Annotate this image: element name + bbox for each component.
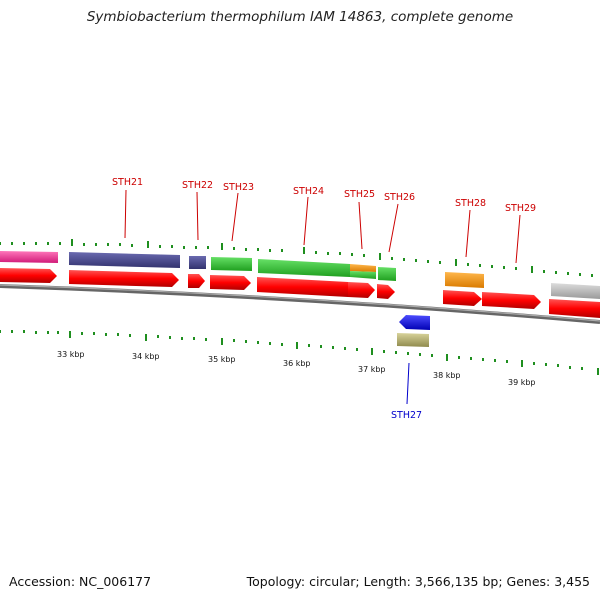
cds-arrow-sth28[interactable] — [443, 290, 482, 306]
cds-arrow-sth25[interactable] — [348, 282, 375, 298]
kbp-label-35: 35 kbp — [208, 355, 236, 364]
cds-arrow-sth27[interactable] — [399, 315, 430, 330]
gene-label-sth22[interactable]: STH22 — [182, 180, 213, 191]
gene-block-green-sth24[interactable] — [258, 259, 350, 277]
kbp-label-37: 37 kbp — [358, 365, 386, 374]
kbp-label-38: 38 kbp — [433, 371, 461, 380]
upper-tick-arc — [0, 239, 593, 277]
gene-block-green-sth23[interactable] — [211, 257, 252, 271]
gene-label-sth27[interactable]: STH27 — [391, 410, 422, 421]
reverse-feature-row — [397, 315, 430, 347]
cds-arrow-sth26[interactable] — [377, 284, 395, 299]
cds-arrow-1[interactable] — [0, 268, 57, 283]
cds-arrow-sth21[interactable] — [69, 270, 179, 287]
gene-label-sth26[interactable]: STH26 — [384, 192, 415, 203]
gene-leader-lines — [124, 189, 521, 405]
kbp-label-33: 33 kbp — [57, 350, 85, 359]
cds-arrow-sth23[interactable] — [210, 275, 251, 290]
gene-label-sth29[interactable]: STH29 — [505, 203, 536, 214]
genome-backbone — [0, 284, 600, 324]
accession-text: Accession: NC_006177 — [9, 574, 152, 589]
kbp-label-39: 39 kbp — [508, 378, 536, 387]
gene-block-orange-sth28[interactable] — [445, 272, 484, 288]
gene-block-orange-sth25[interactable] — [350, 264, 376, 272]
gene-block-slate-sth21[interactable] — [69, 252, 180, 268]
cds-arrow-last[interactable] — [549, 299, 600, 318]
kbp-scale: 33 kbp 34 kbp 35 kbp 36 kbp 37 kbp 38 kb… — [57, 350, 536, 387]
lower-tick-arc — [0, 330, 599, 375]
gene-block-green-sth26[interactable] — [378, 267, 396, 281]
gene-labels: STH21 STH22 STH23 STH24 STH25 STH26 STH2… — [112, 177, 536, 421]
cds-arrow-sth29[interactable] — [482, 292, 541, 309]
genome-summary-text: Topology: circular; Length: 3,566,135 bp… — [246, 574, 590, 589]
gene-label-sth28[interactable]: STH28 — [455, 198, 486, 209]
gene-block-khaki-sth27[interactable] — [397, 333, 429, 347]
gene-block-slate-sth22[interactable] — [189, 256, 206, 269]
map-title: Symbiobacterium thermophilum IAM 14863, … — [86, 9, 514, 25]
gene-label-sth24[interactable]: STH24 — [293, 186, 324, 197]
kbp-label-34: 34 kbp — [132, 352, 160, 361]
gene-label-sth25[interactable]: STH25 — [344, 189, 375, 200]
forward-feature-row — [0, 251, 600, 299]
gene-label-sth23[interactable]: STH23 — [223, 182, 254, 193]
gene-label-sth21[interactable]: STH21 — [112, 177, 143, 188]
cds-arrow-sth22[interactable] — [188, 274, 205, 288]
cds-arrow-sth24[interactable] — [257, 277, 348, 297]
forward-cds-row — [0, 268, 600, 318]
gene-block-pink[interactable] — [0, 251, 58, 263]
gene-block-green-sth25[interactable] — [350, 271, 376, 279]
kbp-label-36: 36 kbp — [283, 359, 311, 368]
gene-block-gray[interactable] — [551, 283, 600, 299]
